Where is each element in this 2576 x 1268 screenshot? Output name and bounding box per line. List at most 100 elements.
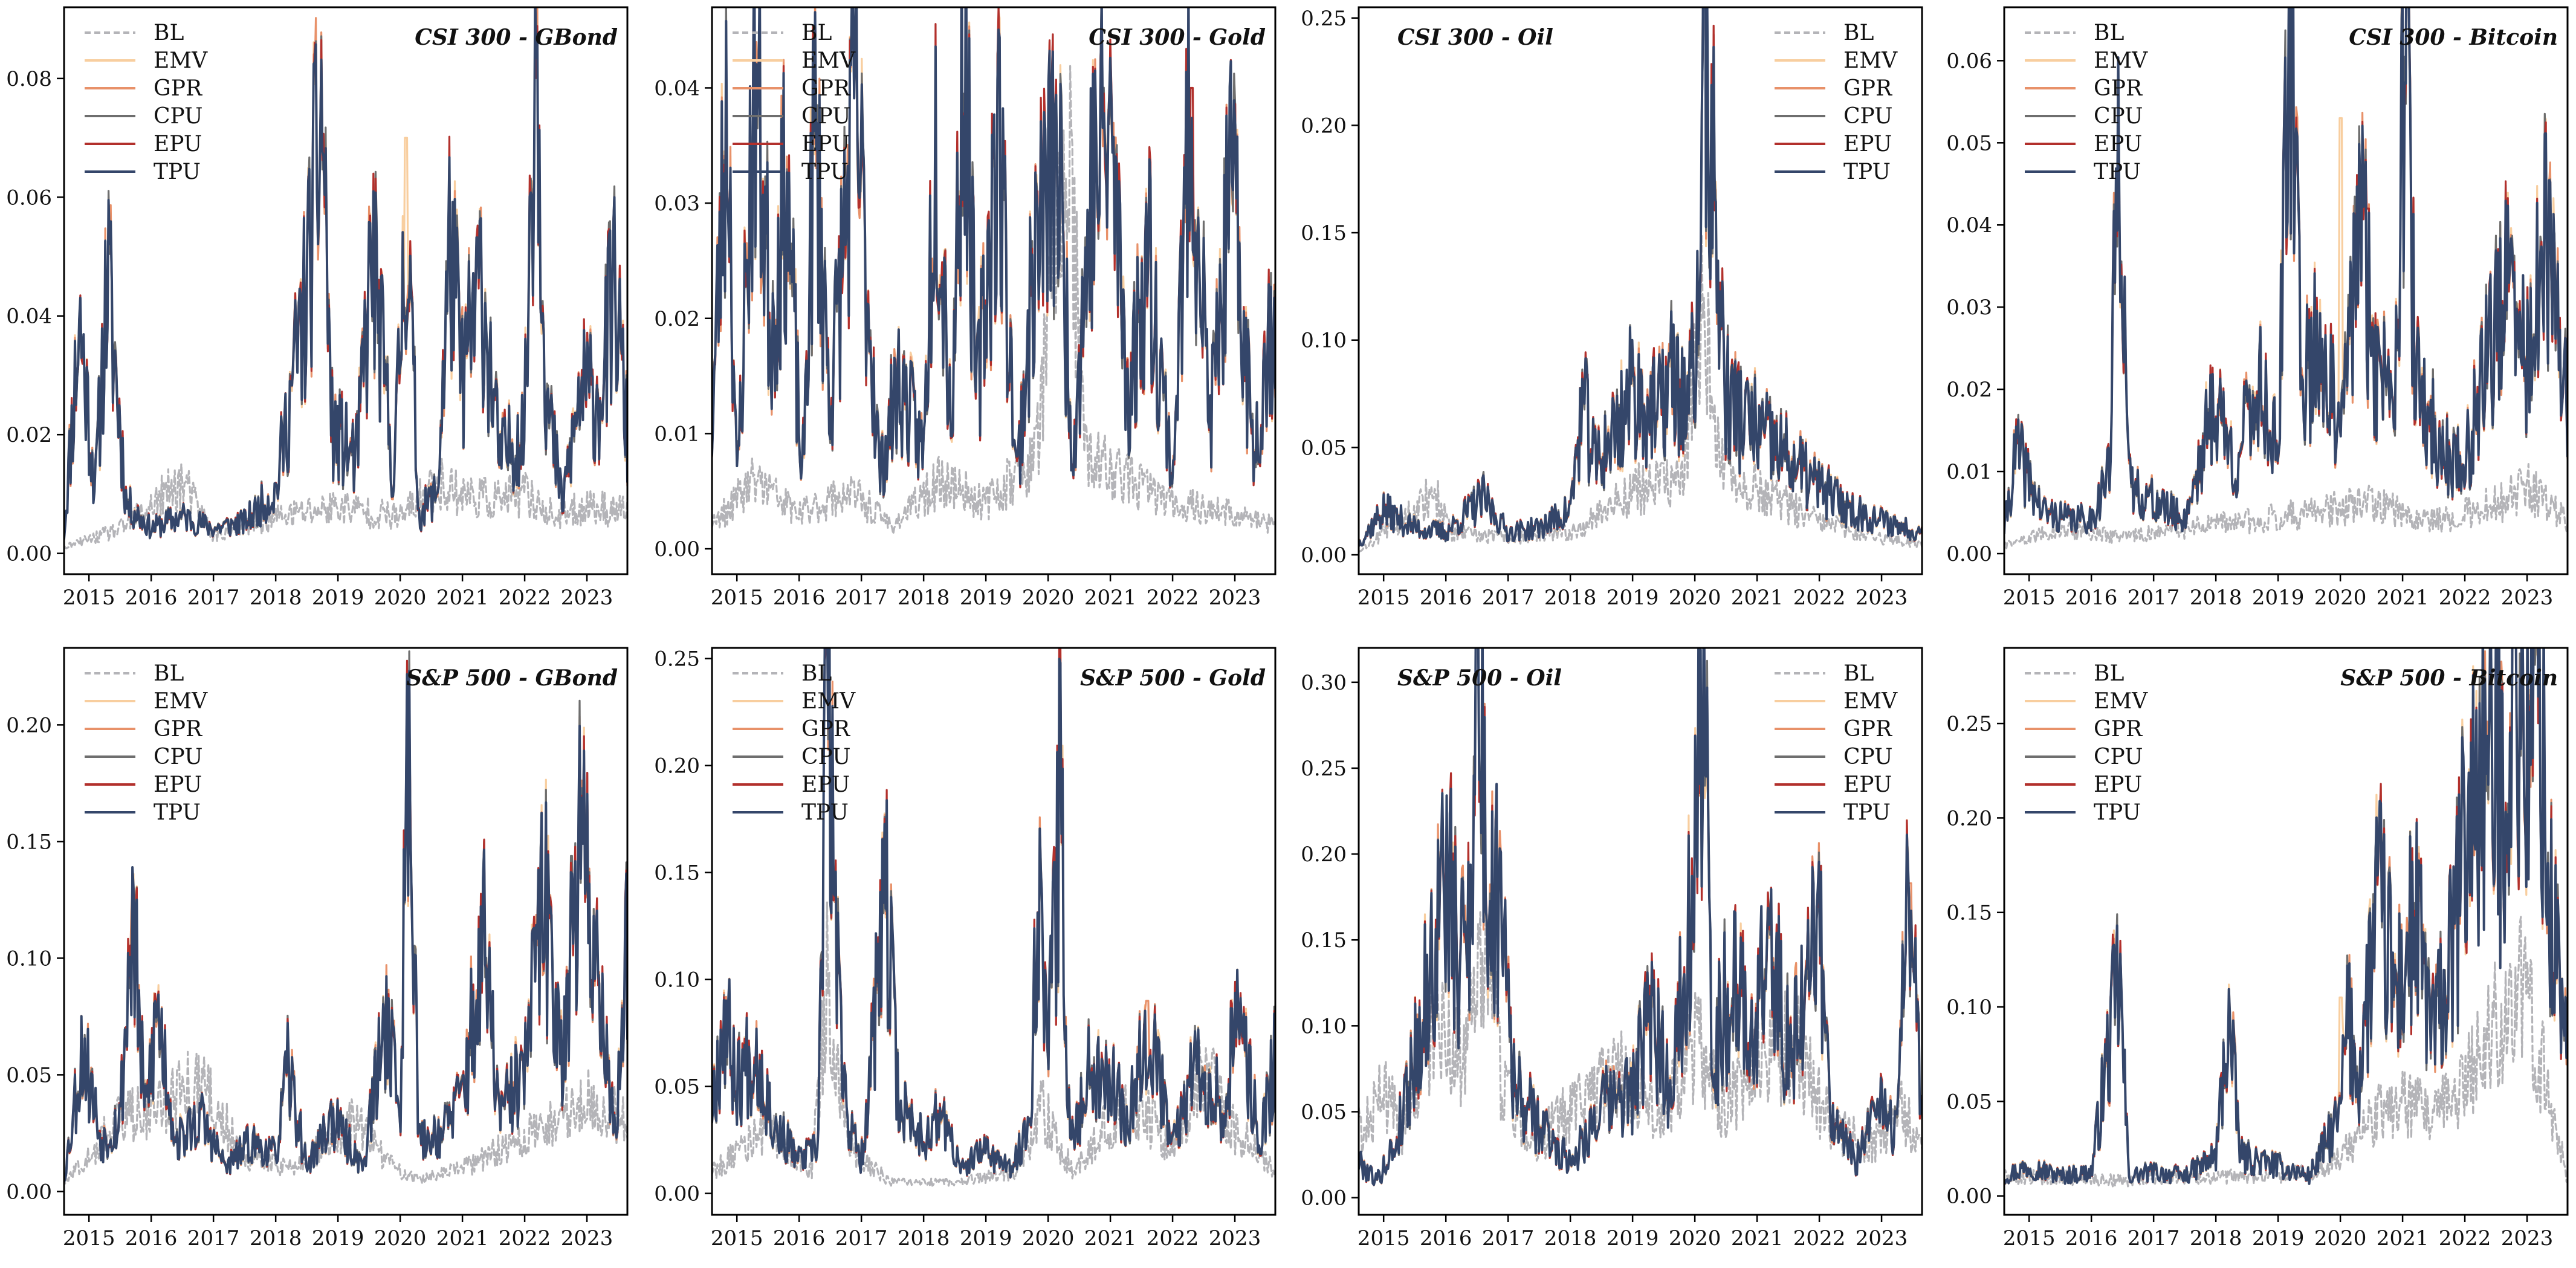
x-tick-label: 2018: [2190, 1226, 2242, 1250]
x-tick-label: 2017: [1482, 586, 1535, 610]
legend-label: CPU: [2094, 745, 2143, 769]
legend-label: TPU: [2094, 160, 2141, 184]
x-tick-label: 2018: [250, 1226, 302, 1250]
legend: BL EMV GPR CPU EPU TPU: [2025, 661, 2148, 825]
y-tick-label: 0.10: [1946, 995, 1992, 1020]
y-tick-label: 0.00: [6, 1180, 52, 1204]
y-tick-label: 0.20: [1301, 114, 1347, 138]
y-tick-label: 0.25: [654, 647, 700, 671]
legend: BL EMV GPR CPU EPU TPU: [2025, 21, 2148, 184]
x-tick-label: 2022: [2439, 586, 2491, 610]
y-tick-label: 0.01: [654, 422, 700, 446]
x-tick-label: 2018: [250, 586, 302, 610]
series-line-tpu: [1359, 648, 1922, 1186]
legend-label: CPU: [1843, 745, 1892, 769]
y-tick-label: 0.10: [6, 946, 52, 971]
plot-frame: [2003, 647, 2569, 1216]
x-tick-label: 2018: [2190, 586, 2242, 610]
y-tick-label: 0.15: [1301, 928, 1347, 953]
legend-label: BL: [154, 21, 184, 45]
y-tick-label: 0.05: [1301, 1100, 1347, 1124]
legend-label: EMV: [1843, 689, 1898, 714]
y-tick-label: 0.15: [654, 861, 700, 885]
legend-label: EPU: [154, 772, 202, 797]
y-tick-label: 0.04: [1946, 213, 1992, 238]
legend-label: EMV: [801, 689, 856, 714]
y-tick-label: 0.15: [6, 830, 52, 854]
x-tick-label: 2015: [711, 586, 763, 610]
legend-label: EPU: [2094, 132, 2142, 157]
x-tick-label: 2021: [1084, 586, 1137, 610]
y-tick-label: 0.30: [1301, 671, 1347, 695]
x-tick-label: 2021: [2377, 586, 2429, 610]
legend-label: EPU: [801, 132, 850, 157]
panel-title: S&P 500 - Oil: [1397, 665, 1562, 691]
x-tick-label: 2017: [835, 1226, 888, 1250]
y-tick-label: 0.02: [1946, 378, 1992, 402]
x-tick-label: 2016: [773, 1226, 826, 1250]
chart-panel-2: 0.00 0.01 0.02 0.03 0.04 2015 2016 2017 2018 2019…: [654, 6, 1277, 610]
y-tick-label: 0.10: [1301, 1014, 1347, 1038]
legend-label: TPU: [1843, 160, 1891, 184]
legend-label: EMV: [2094, 48, 2148, 73]
x-tick-label: 2019: [2252, 1226, 2305, 1250]
y-tick-label: 0.20: [6, 713, 52, 737]
x-tick-label: 2022: [499, 586, 551, 610]
y-tick-label: 0.05: [654, 1075, 700, 1099]
y-tick-label: 0.04: [6, 305, 52, 329]
legend: BL EMV GPR CPU EPU TPU: [85, 21, 208, 184]
x-tick-label: 2016: [125, 1226, 178, 1250]
x-tick-label: 2022: [1793, 1226, 1846, 1250]
y-tick-label: 0.10: [1301, 329, 1347, 353]
legend-label: GPR: [801, 76, 850, 101]
legend-label: CPU: [154, 745, 202, 769]
x-tick-label: 2015: [63, 586, 115, 610]
x-tick-label: 2018: [898, 586, 950, 610]
y-tick-label: 0.20: [1946, 806, 1992, 830]
legend-label: BL: [1843, 661, 1874, 686]
plot-frame: [711, 6, 1277, 575]
x-tick-label: 2021: [1731, 1226, 1784, 1250]
x-tick-label: 2021: [1731, 586, 1784, 610]
chart-panel-4: 0.00 0.01 0.02 0.03 0.04 0.05 0.06 2015 2016 2017…: [1946, 6, 2569, 610]
legend-label: EMV: [2094, 689, 2148, 714]
x-tick-label: 2016: [773, 586, 826, 610]
y-tick-label: 0.10: [654, 968, 700, 992]
legend-label: TPU: [154, 800, 201, 825]
series-line-bl: [1359, 234, 1922, 554]
series-line-bl: [2004, 463, 2568, 549]
chart-panel-5: 0.00 0.05 0.10 0.15 0.20 2015 2016 2017 2018 2019…: [6, 647, 629, 1250]
y-tick-label: 0.00: [654, 1182, 700, 1206]
y-tick-label: 0.15: [1946, 901, 1992, 925]
legend-label: TPU: [801, 800, 849, 825]
series-line-bl: [2004, 916, 2568, 1188]
chart-panel-6: 0.00 0.05 0.10 0.15 0.20 0.25 2015 2016 2017 2018…: [654, 647, 1277, 1250]
legend-label: TPU: [154, 160, 201, 184]
x-tick-label: 2023: [2501, 1226, 2554, 1250]
x-tick-label: 2022: [1147, 586, 1199, 610]
x-tick-label: 2016: [2065, 586, 2118, 610]
legend-label: GPR: [2094, 717, 2143, 742]
y-tick-label: 0.03: [1946, 296, 1992, 320]
y-tick-label: 0.00: [6, 542, 52, 566]
x-tick-label: 2018: [1544, 1226, 1597, 1250]
legend-label: TPU: [1843, 800, 1891, 825]
y-tick-label: 0.05: [1946, 131, 1992, 155]
legend-label: EPU: [154, 132, 202, 157]
x-tick-label: 2020: [2314, 1226, 2367, 1250]
legend-label: EPU: [1843, 132, 1892, 157]
legend-label: EMV: [154, 689, 208, 714]
legend-label: GPR: [154, 76, 202, 101]
panel-title: S&P 500 - Gold: [1080, 665, 1266, 691]
y-tick-label: 0.20: [1301, 843, 1347, 867]
x-tick-label: 2015: [1358, 1226, 1410, 1250]
legend-label: CPU: [1843, 104, 1892, 129]
x-tick-label: 2015: [1358, 586, 1410, 610]
x-tick-label: 2023: [1209, 1226, 1261, 1250]
series-line-tpu: [64, 670, 627, 1183]
series-line-emv: [1359, 7, 1922, 548]
x-tick-label: 2022: [1147, 1226, 1199, 1250]
y-tick-label: 0.25: [1301, 757, 1347, 781]
y-tick-label: 0.03: [654, 192, 700, 216]
